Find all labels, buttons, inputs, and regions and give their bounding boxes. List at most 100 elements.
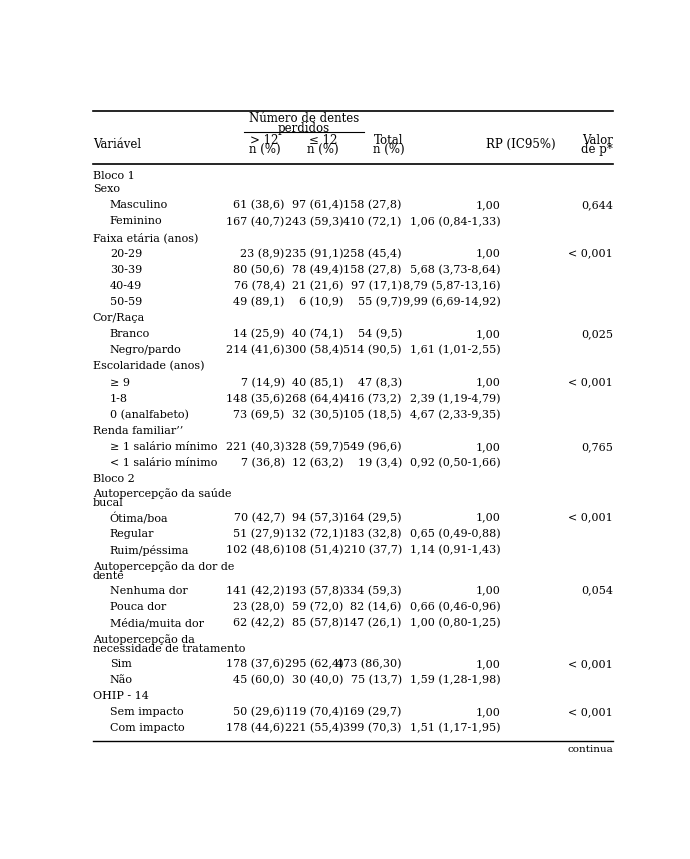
Text: < 0,001: < 0,001 [569,707,613,717]
Text: 221 (40,3): 221 (40,3) [226,442,285,453]
Text: n (%): n (%) [373,143,404,156]
Text: 20-29: 20-29 [110,248,142,259]
Text: Bloco 2: Bloco 2 [92,474,135,484]
Text: 1,00: 1,00 [476,586,501,595]
Text: 328 (59,7): 328 (59,7) [285,442,344,453]
Text: Faixa etária (anos): Faixa etária (anos) [92,233,198,243]
Text: Valor: Valor [582,133,613,147]
Text: Nenhuma dor: Nenhuma dor [110,586,188,595]
Text: 45 (60,0): 45 (60,0) [233,675,285,685]
Text: 7 (36,8): 7 (36,8) [241,458,285,468]
Text: 19 (3,4): 19 (3,4) [357,458,402,468]
Text: 54 (9,5): 54 (9,5) [357,329,402,339]
Text: 97 (61,4): 97 (61,4) [292,200,344,210]
Text: 30 (40,0): 30 (40,0) [292,675,344,685]
Text: Autopercepção da: Autopercepção da [92,634,195,645]
Text: ≤ 12: ≤ 12 [309,133,337,147]
Text: Bloco 1: Bloco 1 [92,171,135,180]
Text: > 12: > 12 [250,133,279,147]
Text: Escolaridade (anos): Escolaridade (anos) [92,362,204,372]
Text: Autopercepção da dor de: Autopercepção da dor de [92,561,234,572]
Text: 40-49: 40-49 [110,281,142,291]
Text: 0,054: 0,054 [581,586,613,595]
Text: 5,68 (3,73-8,64): 5,68 (3,73-8,64) [410,265,501,275]
Text: Pouca dor: Pouca dor [110,602,166,612]
Text: 12 (63,2): 12 (63,2) [292,458,344,468]
Text: 164 (29,5): 164 (29,5) [343,513,402,523]
Text: n (%): n (%) [248,143,280,156]
Text: 8,79 (5,87-13,16): 8,79 (5,87-13,16) [403,281,501,291]
Text: 0,92 (0,50-1,66): 0,92 (0,50-1,66) [410,458,501,468]
Text: 40 (85,1): 40 (85,1) [292,377,344,388]
Text: < 1 salário mínimo: < 1 salário mínimo [110,458,217,468]
Text: 30-39: 30-39 [110,265,142,275]
Text: Sem impacto: Sem impacto [110,707,184,717]
Text: RP (IC95%): RP (IC95%) [486,138,555,151]
Text: 49 (89,1): 49 (89,1) [233,297,285,308]
Text: 214 (41,6): 214 (41,6) [226,345,285,356]
Text: 147 (26,1): 147 (26,1) [344,618,402,628]
Text: 50-59: 50-59 [110,297,142,307]
Text: 148 (35,6): 148 (35,6) [226,393,285,404]
Text: 0,65 (0,49-0,88): 0,65 (0,49-0,88) [410,528,501,539]
Text: 23 (28,0): 23 (28,0) [233,602,285,612]
Text: 514 (90,5): 514 (90,5) [343,345,402,356]
Text: 78 (49,4): 78 (49,4) [292,265,344,275]
Text: 70 (42,7): 70 (42,7) [233,513,285,523]
Text: 1,00: 1,00 [476,659,501,669]
Text: Média/muita dor: Média/muita dor [110,618,204,629]
Text: 193 (57,8): 193 (57,8) [285,586,344,596]
Text: 14 (25,9): 14 (25,9) [233,329,285,339]
Text: 1,06 (0,84-1,33): 1,06 (0,84-1,33) [410,216,501,227]
Text: Cor/Raça: Cor/Raça [92,313,145,323]
Text: 399 (70,3): 399 (70,3) [344,723,402,734]
Text: 158 (27,8): 158 (27,8) [344,265,402,275]
Text: Com impacto: Com impacto [110,723,184,734]
Text: n (%): n (%) [307,143,339,156]
Text: 210 (37,7): 210 (37,7) [344,545,402,555]
Text: 9,99 (6,69-14,92): 9,99 (6,69-14,92) [403,297,501,308]
Text: 73 (69,5): 73 (69,5) [233,410,285,420]
Text: Variável: Variável [92,138,141,151]
Text: 1,00: 1,00 [476,377,501,387]
Text: 55 (9,7): 55 (9,7) [357,297,402,308]
Text: 47 (8,3): 47 (8,3) [357,377,402,388]
Text: Autopercepção da saúde: Autopercepção da saúde [92,488,231,499]
Text: 473 (86,30): 473 (86,30) [336,659,402,669]
Text: 1,00: 1,00 [476,707,501,717]
Text: 82 (14,6): 82 (14,6) [351,602,402,612]
Text: 416 (73,2): 416 (73,2) [344,393,402,404]
Text: Masculino: Masculino [110,200,168,210]
Text: 1,00: 1,00 [476,329,501,339]
Text: Sexo: Sexo [92,184,119,194]
Text: Renda familiar’’: Renda familiar’’ [92,426,183,436]
Text: 119 (70,4): 119 (70,4) [285,707,344,717]
Text: 76 (78,4): 76 (78,4) [233,281,285,291]
Text: 97 (17,1): 97 (17,1) [351,281,402,291]
Text: 105 (18,5): 105 (18,5) [343,410,402,420]
Text: necessidade de tratamento: necessidade de tratamento [92,644,245,654]
Text: 0,644: 0,644 [581,200,613,210]
Text: 40 (74,1): 40 (74,1) [292,329,344,339]
Text: 94 (57,3): 94 (57,3) [292,513,344,523]
Text: 59 (72,0): 59 (72,0) [292,602,344,612]
Text: perdidos: perdidos [278,122,331,135]
Text: Total: Total [373,133,403,147]
Text: 158 (27,8): 158 (27,8) [344,200,402,210]
Text: Branco: Branco [110,329,150,339]
Text: 0,66 (0,46-0,96): 0,66 (0,46-0,96) [410,602,501,612]
Text: Ruim/péssima: Ruim/péssima [110,545,189,556]
Text: 221 (55,4): 221 (55,4) [285,723,344,734]
Text: 21 (21,6): 21 (21,6) [292,281,344,291]
Text: 243 (59,3): 243 (59,3) [285,216,344,227]
Text: 300 (58,4): 300 (58,4) [285,345,344,356]
Text: 178 (37,6): 178 (37,6) [226,659,285,669]
Text: Ótima/boa: Ótima/boa [110,513,168,525]
Text: 410 (72,1): 410 (72,1) [344,216,402,227]
Text: 235 (91,1): 235 (91,1) [285,248,344,259]
Text: OHIP - 14: OHIP - 14 [92,691,148,701]
Text: 80 (50,6): 80 (50,6) [233,265,285,275]
Text: Não: Não [110,675,132,685]
Text: 169 (29,7): 169 (29,7) [344,707,402,717]
Text: 2,39 (1,19-4,79): 2,39 (1,19-4,79) [410,393,501,404]
